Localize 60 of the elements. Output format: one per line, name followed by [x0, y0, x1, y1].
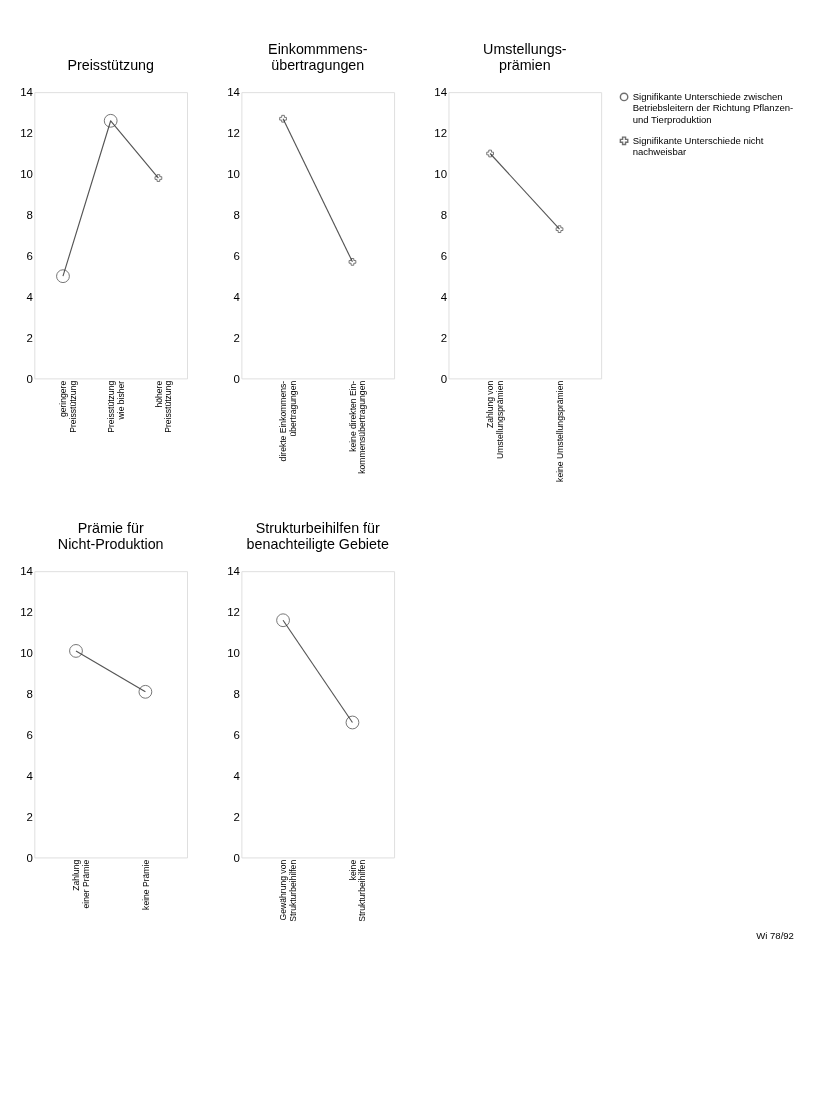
y-tick-label: 4	[26, 769, 34, 782]
y-tick-label: 12	[20, 606, 33, 619]
y-tick-label: 8	[233, 209, 240, 222]
chart-title: Prämie für Nicht-Produktion	[57, 520, 164, 553]
y-tick-label: 12	[227, 606, 240, 619]
legend-label: Signifikante Unterschiede zwischen Betriebsleitern der Richtung Pflanzen- und Tierproduktion	[632, 90, 794, 125]
y-tick-label: 12	[227, 127, 240, 140]
x-tick-label: direkte Einkommens- übertragungen	[278, 380, 298, 462]
y-tick-label: 6	[233, 250, 240, 263]
y-tick-label: 6	[440, 250, 448, 263]
y-tick-label: 0	[26, 851, 33, 864]
x-tick-label: geringere Preisstützung	[58, 380, 78, 433]
x-tick-label: keine Umstellungsprämien	[554, 380, 565, 482]
y-tick-label: 6	[233, 729, 240, 742]
y-tick-label: 0	[440, 372, 448, 385]
point	[56, 269, 70, 284]
x-tick-label: keine Prämie	[140, 859, 151, 910]
y-tick-label: 6	[26, 729, 33, 742]
y-tick-label: 0	[26, 372, 33, 385]
y-tick-label: 8	[440, 209, 448, 222]
y-tick-label: 4	[440, 290, 448, 303]
y-tick-label: 8	[233, 688, 240, 701]
y-tick-label: 2	[233, 810, 240, 823]
y-tick-label: 2	[233, 331, 240, 344]
y-tick-label: 8	[26, 209, 33, 222]
x-tick-label: Gewährung von Strukturbeihilfen	[278, 859, 298, 922]
y-tick-label: 2	[440, 331, 448, 344]
y-tick-label: 10	[20, 168, 33, 181]
y-tick-label: 10	[227, 647, 240, 660]
y-tick-label: 14	[20, 565, 34, 578]
y-tick-label: 14	[227, 86, 241, 99]
y-tick-label: 0	[233, 372, 240, 385]
chart-title: Einkommmens- übertragungen	[268, 40, 368, 74]
x-tick-label: Zahlung von Umstellungsprämien	[485, 380, 506, 460]
y-tick-label: 12	[434, 127, 448, 140]
chart-title: Preisstützung	[67, 57, 155, 74]
y-tick-label: 12	[20, 127, 33, 140]
x-tick-label: Preisstützung wie bisher	[106, 380, 126, 433]
y-tick-label: 4	[26, 290, 34, 303]
y-tick-label: 10	[434, 168, 448, 181]
x-tick-label: keine Strukturbeihilfen	[347, 859, 368, 922]
y-tick-label: 14	[227, 565, 241, 578]
y-tick-label: 14	[434, 86, 448, 99]
chart-title: Umstellungs- prämien	[483, 40, 567, 74]
y-tick-label: 0	[233, 851, 240, 864]
point	[103, 113, 118, 128]
y-tick-label: 10	[227, 168, 240, 181]
point	[154, 174, 163, 182]
y-tick-label: 8	[26, 688, 33, 701]
y-tick-label: 10	[20, 647, 33, 660]
y-tick-label: 4	[233, 290, 241, 303]
y-tick-label: 4	[233, 769, 241, 782]
y-tick-label: 2	[26, 331, 33, 344]
x-tick-label: Zahlung einer Prämie	[71, 859, 91, 909]
chart-title: Strukturbeihilfen für benachteiligte Gebiete	[246, 520, 389, 553]
text: Wi 78/92	[756, 930, 794, 942]
y-tick-label: 14	[20, 86, 34, 99]
y-tick-label: 6	[26, 250, 33, 263]
legend-label: Signifikante Unterschiede nicht nachweisbar	[632, 134, 764, 158]
y-tick-label: 2	[26, 810, 33, 823]
